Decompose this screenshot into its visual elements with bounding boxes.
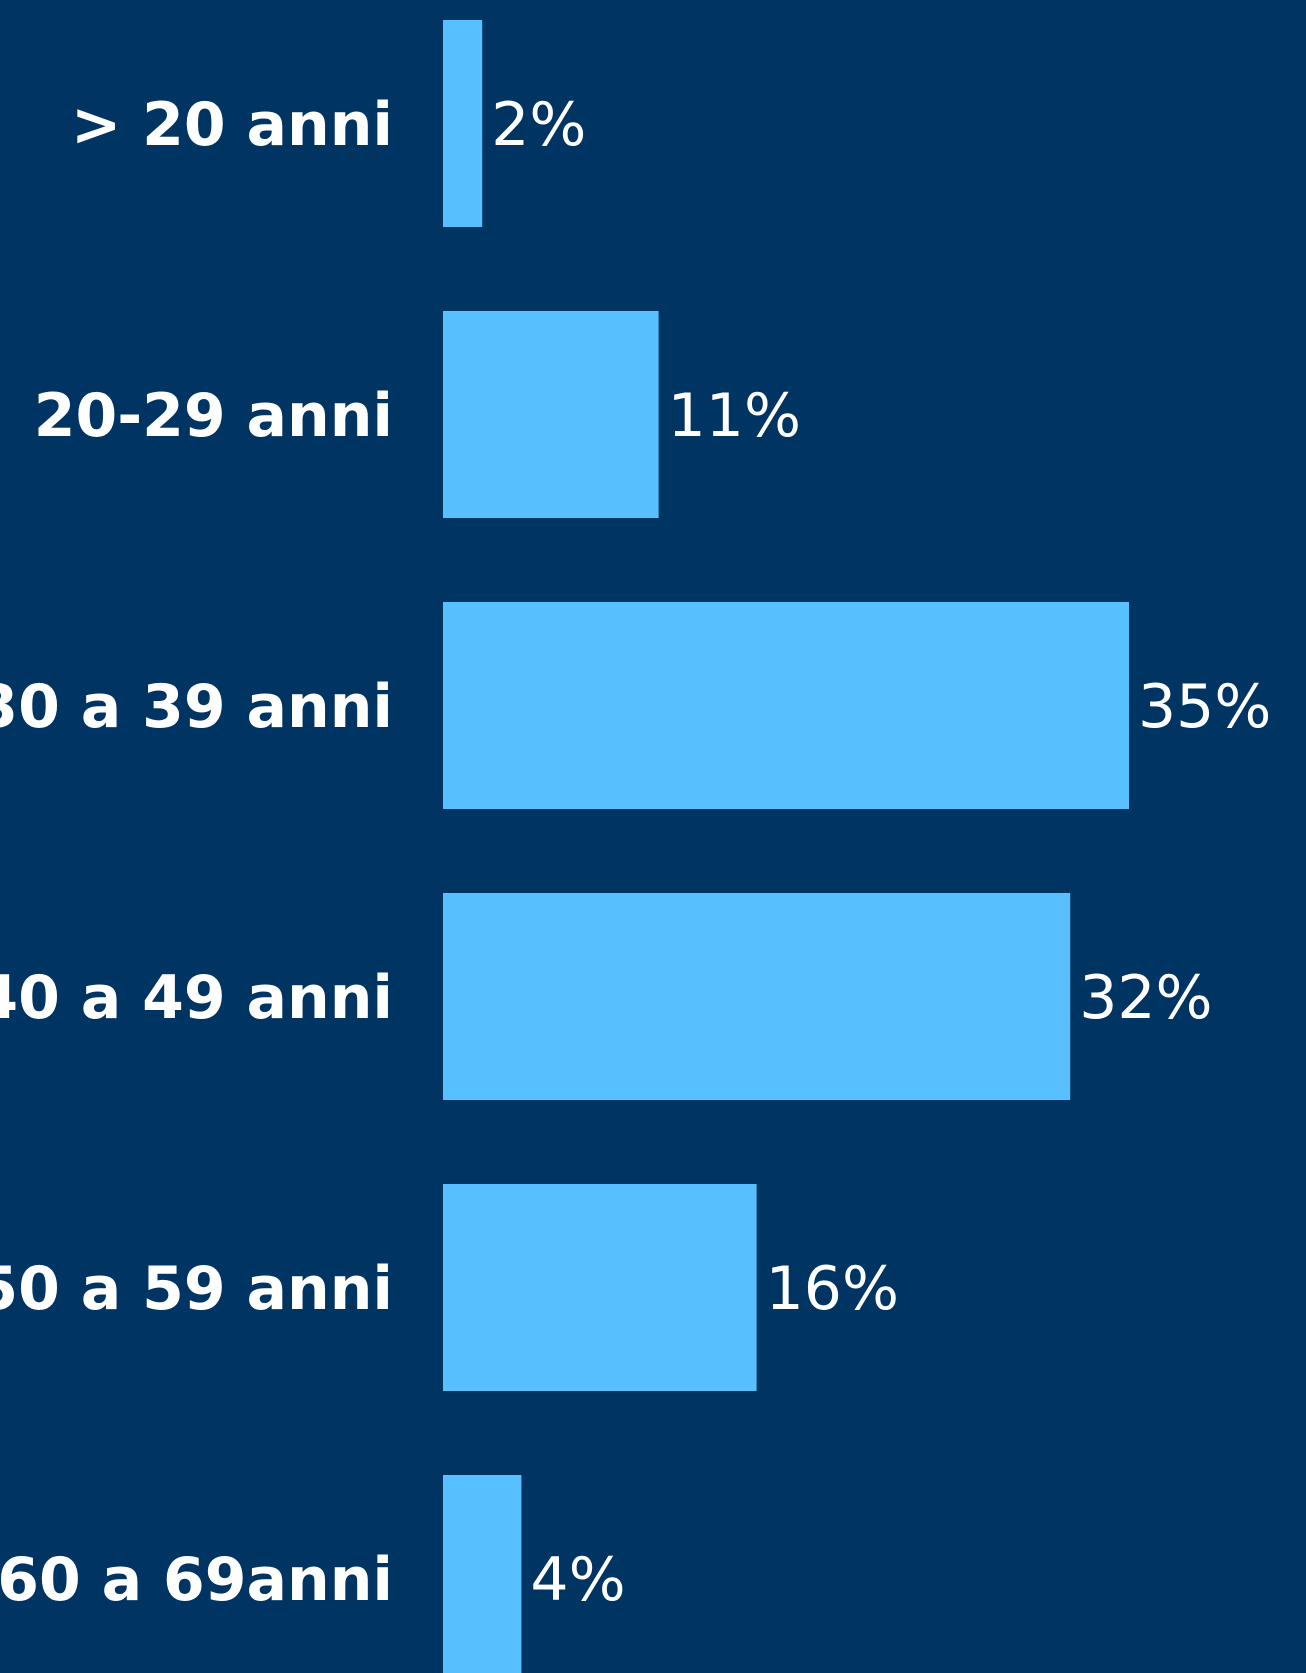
category-label-6: 60 a 69anni	[0, 1545, 393, 1615]
category-labels: > 20 anni 20-29 anni 30 a 39 anni 40 a 49 a…	[0, 90, 393, 1615]
value-label-4: 32%	[1079, 963, 1212, 1033]
bar-1	[443, 20, 483, 227]
category-label-2: 20-29 anni	[34, 381, 393, 451]
value-label-6: 4%	[530, 1545, 625, 1615]
value-label-5: 16%	[766, 1254, 899, 1324]
value-labels: 2% 11% 35% 32% 16% 4%	[491, 90, 1271, 1615]
value-label-2: 11%	[668, 381, 801, 451]
value-label-1: 2%	[491, 90, 586, 160]
bar-5	[443, 1184, 757, 1391]
category-label-5: 50 a 59 anni	[0, 1254, 393, 1324]
category-label-4: 40 a 49 anni	[0, 963, 393, 1033]
bar-3	[443, 602, 1129, 809]
bar-2	[443, 311, 659, 518]
bars-group	[443, 20, 1129, 1673]
category-label-1: > 20 anni	[71, 90, 393, 160]
value-label-3: 35%	[1138, 672, 1271, 742]
bar-6	[443, 1475, 522, 1673]
bar-4	[443, 893, 1071, 1100]
category-label-3: 30 a 39 anni	[0, 672, 393, 742]
